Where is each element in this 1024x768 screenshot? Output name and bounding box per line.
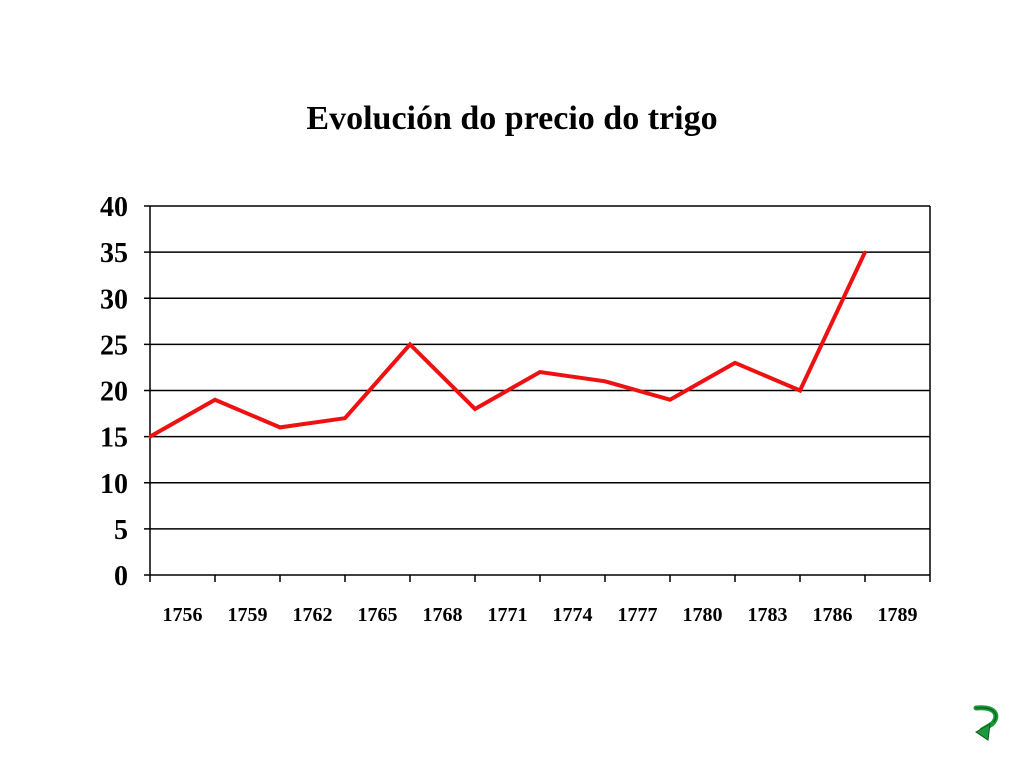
data-point [408,342,412,346]
grid-lines [150,205,930,530]
y-tick-label: 35 [100,238,128,269]
axes [144,205,931,582]
y-tick-label: 30 [100,284,128,315]
x-tick-label: 1765 [358,604,398,626]
x-tick-label: 1759 [228,604,268,626]
curved-return-arrow-icon [973,705,999,741]
y-tick-label: 10 [100,469,128,500]
data-point [668,398,672,402]
x-tick-label: 1768 [423,604,463,626]
chart-title: Evolución do precio do trigo [306,100,718,137]
data-point [733,361,737,365]
x-tick-label: 1789 [878,604,918,626]
data-point [538,370,542,374]
data-point [343,416,347,420]
x-tick-label: 1756 [163,604,203,626]
series-lines [148,250,867,439]
y-axis-tick-labels: 0 5 10 15 20 25 30 35 40 [100,192,128,592]
y-tick-label: 25 [100,330,128,361]
x-tick-label: 1780 [683,604,723,626]
y-tick-label: 20 [100,377,128,408]
y-tick-label: 5 [114,515,128,546]
return-button[interactable] [972,702,1002,742]
x-tick-label: 1786 [813,604,853,626]
data-point [603,379,607,383]
data-point [863,250,867,254]
data-point [213,398,217,402]
x-tick-label: 1777 [618,604,658,626]
x-axis-tick-labels: 1756 1759 1762 1765 1768 1771 1774 1777 1780 1783… [163,604,918,626]
y-tick-label: 0 [114,561,128,592]
data-point [278,425,282,429]
y-tick-label: 40 [100,192,128,223]
y-tick-label: 15 [100,423,128,454]
x-tick-label: 1762 [293,604,333,626]
data-point [798,389,802,392]
data-point [473,407,477,411]
x-tick-label: 1771 [488,604,528,626]
series-line-0 [149,251,867,439]
x-tick-label: 1783 [748,604,788,626]
x-tick-label: 1774 [553,604,593,626]
data-point [148,435,152,439]
